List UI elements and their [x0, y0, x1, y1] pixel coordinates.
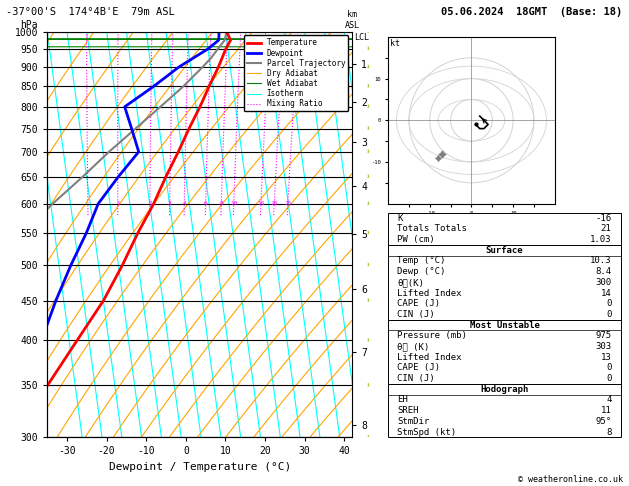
- Text: 1: 1: [116, 201, 120, 206]
- Text: Hodograph: Hodograph: [481, 385, 528, 394]
- Text: km
ASL: km ASL: [345, 10, 360, 30]
- Text: Mixing Ratio (g/kg): Mixing Ratio (g/kg): [399, 211, 409, 299]
- Text: 25: 25: [284, 201, 292, 206]
- Text: PW (cm): PW (cm): [398, 235, 435, 244]
- Text: 975: 975: [596, 331, 611, 340]
- Text: Most Unstable: Most Unstable: [469, 321, 540, 330]
- Text: 4: 4: [606, 396, 611, 404]
- Text: 95°: 95°: [596, 417, 611, 426]
- Text: Surface: Surface: [486, 246, 523, 255]
- Text: Temp (°C): Temp (°C): [398, 257, 446, 265]
- Legend: Temperature, Dewpoint, Parcel Trajectory, Dry Adiabat, Wet Adiabat, Isotherm, Mi: Temperature, Dewpoint, Parcel Trajectory…: [244, 35, 348, 111]
- Text: StmSpd (kt): StmSpd (kt): [398, 428, 457, 436]
- Text: Totals Totals: Totals Totals: [398, 225, 467, 233]
- Text: θᴄ (K): θᴄ (K): [398, 342, 430, 351]
- Bar: [388, 245, 621, 320]
- Text: 8: 8: [606, 428, 611, 436]
- Text: 16: 16: [257, 201, 265, 206]
- Text: 13: 13: [601, 353, 611, 362]
- Text: EH: EH: [398, 396, 408, 404]
- Text: hPa: hPa: [19, 19, 37, 30]
- Text: -16: -16: [596, 214, 611, 223]
- Text: 05.06.2024  18GMT  (Base: 18): 05.06.2024 18GMT (Base: 18): [442, 7, 623, 17]
- Text: 300: 300: [596, 278, 611, 287]
- Text: 4: 4: [182, 201, 186, 206]
- Text: CIN (J): CIN (J): [398, 310, 435, 319]
- Text: 8.4: 8.4: [596, 267, 611, 276]
- Text: θᴄ(K): θᴄ(K): [398, 278, 425, 287]
- Text: SREH: SREH: [398, 406, 419, 415]
- Text: 1.03: 1.03: [590, 235, 611, 244]
- Bar: [388, 320, 621, 384]
- Text: 14: 14: [601, 289, 611, 297]
- Text: Pressure (mb): Pressure (mb): [398, 331, 467, 340]
- Text: © weatheronline.co.uk: © weatheronline.co.uk: [518, 474, 623, 484]
- Text: 20: 20: [270, 201, 278, 206]
- Text: 3: 3: [168, 201, 172, 206]
- Text: 21: 21: [601, 225, 611, 233]
- Text: 10.3: 10.3: [590, 257, 611, 265]
- Text: K: K: [398, 214, 403, 223]
- Text: StmDir: StmDir: [398, 417, 430, 426]
- X-axis label: Dewpoint / Temperature (°C): Dewpoint / Temperature (°C): [109, 462, 291, 472]
- Text: LCL: LCL: [354, 33, 369, 42]
- Text: 0: 0: [606, 364, 611, 372]
- Text: 0: 0: [606, 374, 611, 383]
- Text: 2: 2: [148, 201, 152, 206]
- Text: 6: 6: [204, 201, 208, 206]
- Text: 0: 0: [606, 299, 611, 308]
- Text: Lifted Index: Lifted Index: [398, 289, 462, 297]
- Bar: [388, 384, 621, 437]
- Text: Dewp (°C): Dewp (°C): [398, 267, 446, 276]
- Bar: [388, 213, 621, 245]
- Text: 8: 8: [220, 201, 223, 206]
- Text: 11: 11: [601, 406, 611, 415]
- Text: CAPE (J): CAPE (J): [398, 364, 440, 372]
- Text: 0: 0: [606, 310, 611, 319]
- Text: kt: kt: [390, 39, 400, 48]
- Text: CAPE (J): CAPE (J): [398, 299, 440, 308]
- Text: 10: 10: [230, 201, 238, 206]
- Text: -37°00'S  174°4B'E  79m ASL: -37°00'S 174°4B'E 79m ASL: [6, 7, 175, 17]
- Text: 303: 303: [596, 342, 611, 351]
- Text: CIN (J): CIN (J): [398, 374, 435, 383]
- Text: Lifted Index: Lifted Index: [398, 353, 462, 362]
